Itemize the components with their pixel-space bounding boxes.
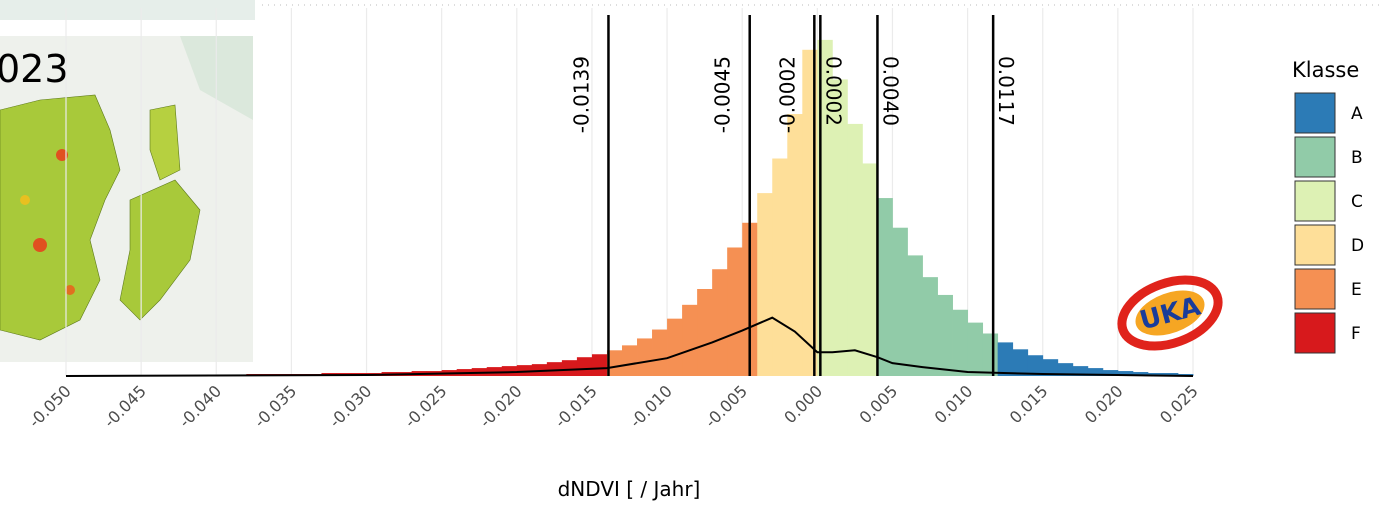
histogram-bar bbox=[682, 305, 697, 376]
x-tick-label: 0.005 bbox=[855, 381, 901, 427]
x-tick-label: -0.020 bbox=[476, 381, 526, 431]
histogram-bar bbox=[562, 360, 577, 376]
histogram-bar bbox=[862, 163, 877, 376]
legend-label: C bbox=[1351, 192, 1363, 212]
legend-label: D bbox=[1351, 236, 1364, 256]
histogram-bar bbox=[727, 247, 742, 376]
histogram-bar bbox=[622, 345, 637, 376]
histogram-bar bbox=[592, 354, 607, 376]
histogram-bar bbox=[938, 295, 953, 376]
x-tick-label: -0.015 bbox=[551, 381, 601, 431]
legend-swatch bbox=[1295, 313, 1335, 353]
x-tick-label: 0.010 bbox=[931, 381, 977, 427]
histogram-bar bbox=[847, 124, 862, 376]
x-tick-label: -0.035 bbox=[250, 381, 300, 431]
histogram-bar bbox=[998, 342, 1013, 376]
threshold-label: 0.0117 bbox=[994, 56, 1018, 126]
histogram-bar bbox=[697, 289, 712, 376]
histogram-bar bbox=[892, 228, 907, 376]
legend: Klasse A B C D E F bbox=[1292, 58, 1364, 353]
legend-swatch bbox=[1295, 137, 1335, 177]
x-tick-label: 0.015 bbox=[1006, 381, 1052, 427]
x-tick-label: -0.040 bbox=[175, 381, 225, 431]
x-tick-label: -0.050 bbox=[25, 381, 75, 431]
histogram-bar bbox=[667, 319, 682, 376]
threshold-label: 0.0040 bbox=[878, 56, 902, 126]
legend-swatch bbox=[1295, 225, 1335, 265]
legend-label: F bbox=[1351, 324, 1361, 344]
x-tick-label: -0.025 bbox=[401, 381, 451, 431]
threshold-label: -0.0139 bbox=[569, 56, 593, 133]
x-tick-label: 0.020 bbox=[1081, 381, 1127, 427]
histogram-bar bbox=[502, 366, 517, 376]
legend-label: E bbox=[1351, 280, 1362, 300]
histogram-bar bbox=[712, 269, 727, 376]
histogram-bar bbox=[757, 193, 772, 376]
map-hotspot bbox=[20, 195, 30, 205]
histogram-bar bbox=[577, 357, 592, 376]
logo: UKA bbox=[1113, 268, 1227, 359]
legend-label: B bbox=[1351, 148, 1363, 168]
legend-swatch bbox=[1295, 269, 1335, 309]
histogram-bar bbox=[652, 330, 667, 376]
threshold-label: -0.0002 bbox=[775, 56, 799, 133]
legend-title: Klasse bbox=[1292, 58, 1359, 82]
x-tick-label: -0.045 bbox=[100, 381, 150, 431]
histogram-bar bbox=[923, 277, 938, 376]
x-tick-label: 0.025 bbox=[1156, 381, 1202, 427]
histogram-bar bbox=[547, 362, 562, 376]
x-tick-label: 0.000 bbox=[780, 381, 826, 427]
x-tick-label: -0.030 bbox=[325, 381, 375, 431]
histogram-bar bbox=[953, 310, 968, 376]
threshold-label: -0.0045 bbox=[711, 56, 735, 133]
legend-swatch bbox=[1295, 181, 1335, 221]
histogram-bar bbox=[637, 338, 652, 376]
histogram-bar bbox=[772, 159, 787, 376]
legend-swatch bbox=[1295, 93, 1335, 133]
threshold-label: 0.0002 bbox=[821, 56, 845, 126]
x-axis-title: dNDVI [ / Jahr] bbox=[558, 477, 701, 501]
page: 023 -0.050 -0.045 -0.040 -0.035 -0.030 -0.025… bbox=[0, 0, 1383, 505]
histogram-bar bbox=[907, 255, 922, 376]
x-tick-label: -0.010 bbox=[626, 381, 676, 431]
legend-label: A bbox=[1351, 104, 1363, 124]
map-hotspot bbox=[33, 238, 47, 252]
histogram-bar bbox=[1013, 349, 1028, 376]
map-title: 023 bbox=[0, 47, 69, 91]
histogram-bar bbox=[968, 323, 983, 376]
histogram-bar bbox=[983, 333, 998, 376]
x-tick-label: -0.005 bbox=[701, 381, 751, 431]
histogram-bar bbox=[877, 198, 892, 376]
